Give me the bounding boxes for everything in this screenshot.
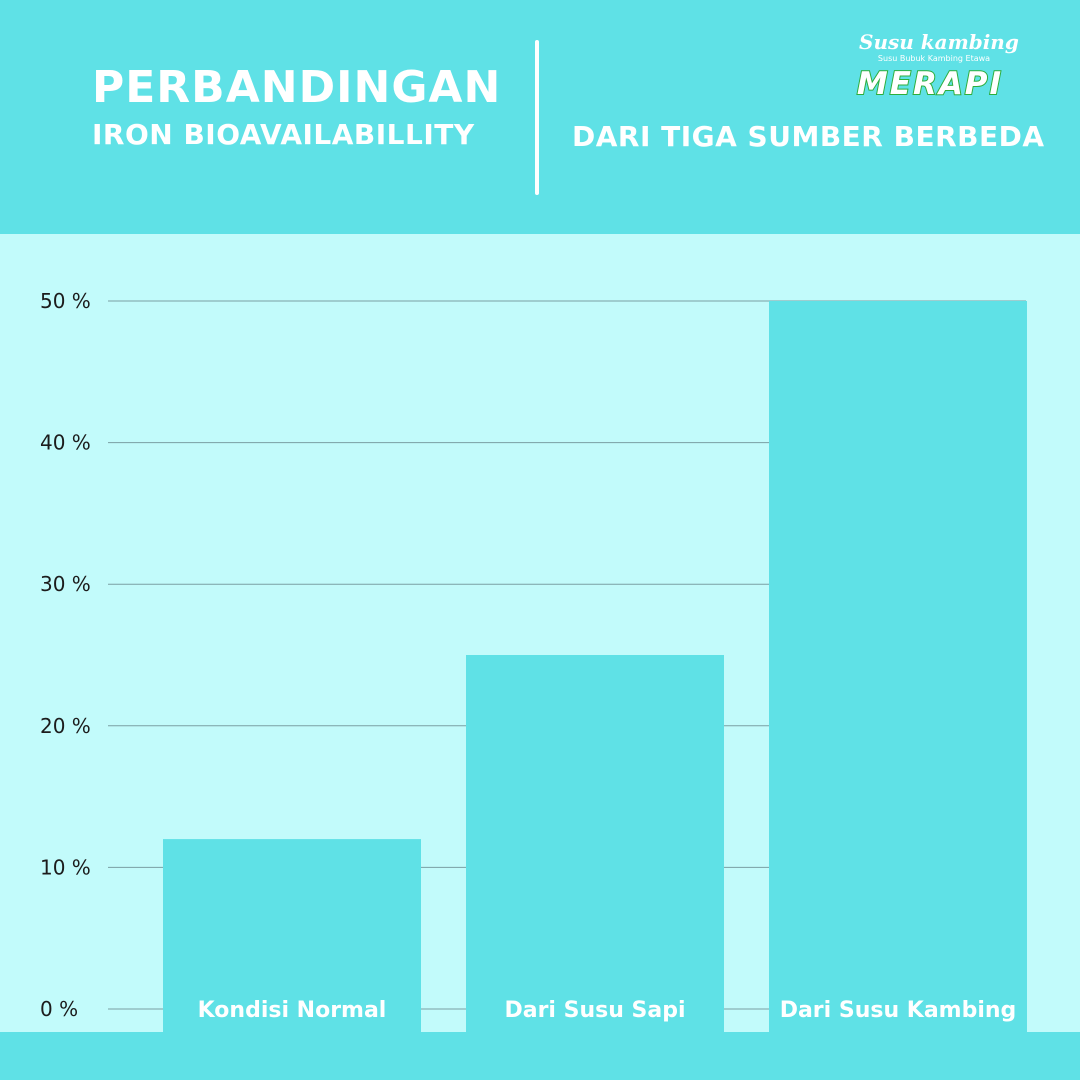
bar: [163, 839, 421, 1032]
footer-band: [0, 1032, 1080, 1080]
y-tick-label: 0 %: [40, 997, 78, 1021]
logo-brand-name: MERAPI: [856, 65, 1004, 103]
y-tick-label: 50 %: [40, 289, 91, 313]
y-tick-label: 30 %: [40, 572, 91, 596]
x-category-label: Dari Susu Sapi: [504, 998, 685, 1023]
bar: [769, 301, 1027, 1032]
header-divider: [535, 40, 539, 195]
page-subtitle-right: DARI TIGA SUMBER BERBEDA: [572, 120, 1045, 153]
page-subtitle: IRON BIOAVAILABILLITY: [92, 118, 475, 151]
y-tick-label: 20 %: [40, 714, 91, 738]
brand-logo: Susu kambing Susu Bubuk Kambing Etawa ME…: [845, 30, 1019, 103]
bar-chart-svg: 0 % 10 % 20 % 30 % 40 % 50 % Kondisi Normal Dar…: [40, 289, 1027, 1032]
y-tick-label: 10 %: [40, 855, 91, 879]
x-category-label: Kondisi Normal: [198, 998, 387, 1023]
x-category-label: Dari Susu Kambing: [780, 998, 1017, 1023]
y-tick-label: 40 %: [40, 431, 91, 455]
bar-chart: 0 % 10 % 20 % 30 % 40 % 50 % Kondisi Normal Dar…: [0, 234, 1080, 1032]
header-banner: PERBANDINGAN IRON BIOAVAILABILLITY DARI …: [0, 0, 1080, 234]
page-title: PERBANDINGAN: [92, 62, 502, 113]
logo-script-text: Susu kambing: [859, 30, 1019, 54]
bar: [466, 655, 724, 1032]
logo-tagline: Susu Bubuk Kambing Etawa: [877, 54, 991, 63]
